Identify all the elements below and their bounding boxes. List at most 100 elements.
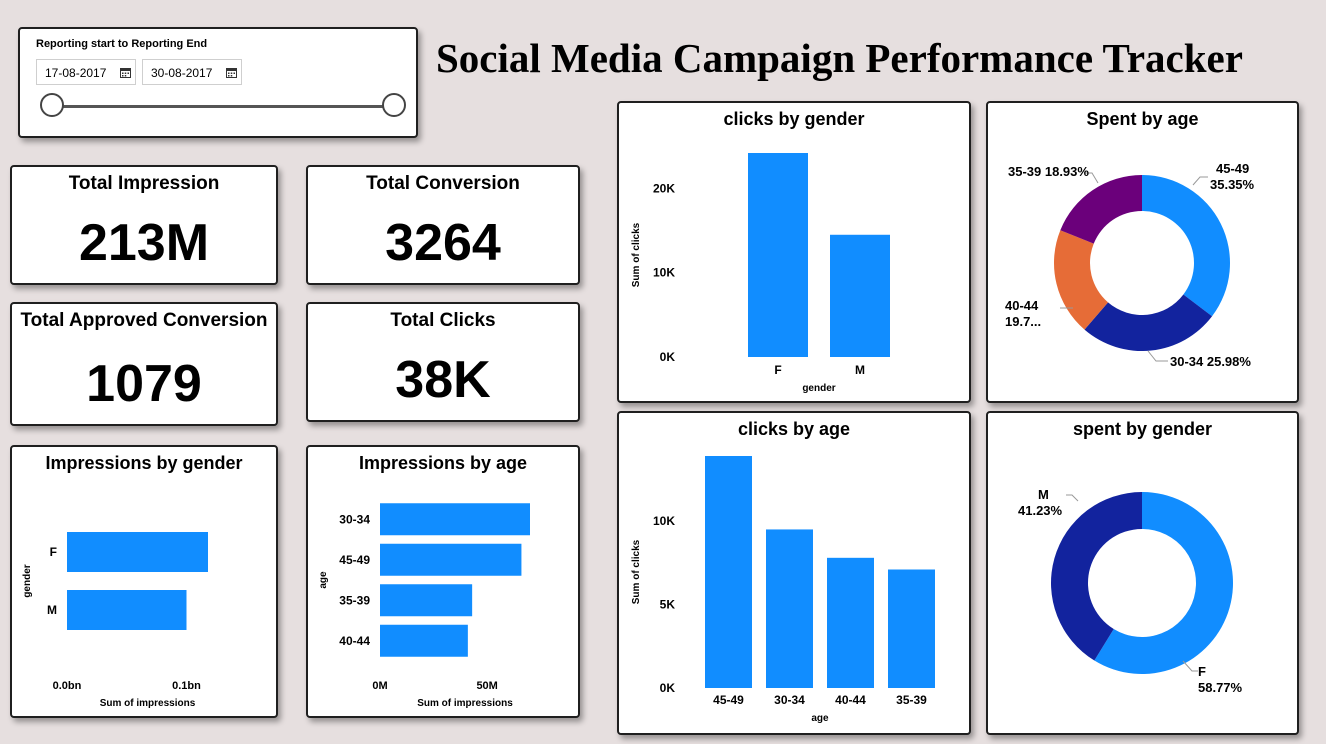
calendar-icon[interactable] xyxy=(226,67,237,78)
kpi-value: 1079 xyxy=(86,355,202,413)
y-axis-title: Sum of clicks xyxy=(631,222,642,287)
kpi-value: 3264 xyxy=(385,214,501,272)
slice-label-40-44: 40-44 19.7... xyxy=(1005,298,1041,329)
x-axis-title: Sum of impressions xyxy=(417,698,513,709)
slice-40-44 xyxy=(1054,230,1109,330)
x-axis-title: age xyxy=(811,713,829,724)
kpi-value: 213M xyxy=(78,214,210,272)
spent-by-age-card: Spent by age 45-49 35.35% 30-34 25.98% 40… xyxy=(986,101,1299,403)
clicks-by-age-chart: 45-49 30-34 40-44 35-39 0K 5K 10K age Sum of cli… xyxy=(631,456,935,724)
slider-start-handle[interactable] xyxy=(40,93,64,117)
slider-end-handle[interactable] xyxy=(382,93,406,117)
category-label: 35-39 xyxy=(339,593,370,607)
category-label: 35-39 xyxy=(896,693,927,707)
slice-35-39 xyxy=(1060,175,1142,244)
leader-line xyxy=(1084,172,1099,184)
bar-30-34 xyxy=(380,503,530,536)
bar-35-39 xyxy=(380,584,473,617)
tick-label: 50M xyxy=(476,680,497,692)
bar-f xyxy=(67,532,208,572)
category-label: 40-44 xyxy=(339,634,370,648)
impressions-by-age-chart: 30-34 45-49 35-39 40-44 0M 50M Sum of impressi… xyxy=(318,503,530,709)
clicks-by-gender-card: clicks by gender F M 0K 10K 20K gender Sum of … xyxy=(617,101,971,403)
leader-line xyxy=(1147,350,1168,362)
slice-label-35-39: 35-39 18.93% xyxy=(1008,164,1089,179)
impressions-by-age-card: Impressions by age 30-34 45-49 35-39 40-44 0… xyxy=(306,445,580,718)
kpi-total-approved-conversion: Total Approved Conversion 1079 xyxy=(10,302,278,426)
kpi-total-clicks: Total Clicks 38K xyxy=(306,302,580,422)
bar-30-34 xyxy=(766,529,813,688)
slice-m xyxy=(1051,492,1142,661)
chart-title: Spent by age xyxy=(1086,109,1199,129)
category-label: 45-49 xyxy=(339,553,370,567)
y-axis-title: gender xyxy=(22,564,33,597)
bar-f xyxy=(748,153,808,357)
kpi-total-conversion: Total Conversion 3264 xyxy=(306,165,580,285)
kpi-total-impression: Total Impression 213M xyxy=(10,165,278,285)
impressions-by-gender-chart: F M 0.0bn 0.1bn Sum of impressions gender xyxy=(22,532,208,709)
tick-label: 10K xyxy=(653,266,675,280)
calendar-icon[interactable] xyxy=(120,67,131,78)
kpi-label: Total Clicks xyxy=(390,310,496,331)
category-label: F xyxy=(50,545,57,559)
category-label: M xyxy=(47,603,57,617)
tick-label: 0.1bn xyxy=(172,680,201,692)
tick-label: 0K xyxy=(660,681,676,695)
slice-label-45-49: 45-49 35.35% xyxy=(1210,161,1255,192)
bar-45-49 xyxy=(705,456,752,688)
leader-line xyxy=(1066,494,1079,502)
spent-by-gender-card: spent by gender F 58.77% M 41.23% xyxy=(986,411,1299,735)
x-axis-title: gender xyxy=(802,383,835,394)
tick-label: 20K xyxy=(653,181,675,195)
chart-title: clicks by gender xyxy=(723,109,865,129)
chart-title: Impressions by gender xyxy=(45,453,243,473)
bar-m xyxy=(67,590,187,630)
bar-m xyxy=(830,234,890,357)
tick-label: 5K xyxy=(660,598,676,612)
chart-title: Impressions by age xyxy=(358,453,528,473)
slice-30-34 xyxy=(1084,294,1213,351)
date-slider-track[interactable] xyxy=(52,105,394,108)
kpi-label: Total Impression xyxy=(68,173,220,194)
category-label: 30-34 xyxy=(339,512,370,526)
spent-by-gender-chart: F 58.77% M 41.23% xyxy=(1018,487,1243,695)
category-label: 30-34 xyxy=(774,693,805,707)
spent-by-age-chart: 45-49 35.35% 30-34 25.98% 40-44 19.7... 35… xyxy=(1005,161,1255,369)
category-label: F xyxy=(774,363,781,377)
slice-label-30-34: 30-34 25.98% xyxy=(1170,354,1251,369)
slice-label-m: M 41.23% xyxy=(1018,487,1063,518)
category-label: 40-44 xyxy=(835,693,866,707)
start-date-value: 17-08-2017 xyxy=(45,66,107,80)
kpi-label: Total Approved Conversion xyxy=(20,310,268,331)
tick-label: 0M xyxy=(372,680,387,692)
bar-40-44 xyxy=(827,557,874,688)
impressions-by-gender-card: Impressions by gender F M 0.0bn 0.1bn Sum of… xyxy=(10,445,278,718)
y-axis-title: age xyxy=(318,571,329,589)
date-range-slicer: Reporting start to Reporting End 17-08-2… xyxy=(18,27,418,138)
tick-label: 10K xyxy=(653,514,675,528)
leader-line xyxy=(1192,176,1208,186)
end-date-value: 30-08-2017 xyxy=(151,66,213,80)
tick-label: 0.0bn xyxy=(53,680,82,692)
chart-title: clicks by age xyxy=(737,419,851,439)
bar-35-39 xyxy=(888,569,935,688)
leader-line xyxy=(1182,660,1198,672)
chart-title: spent by gender xyxy=(1072,419,1213,439)
bar-45-49 xyxy=(380,543,522,576)
kpi-value: 38K xyxy=(395,351,491,409)
category-label: 45-49 xyxy=(713,693,744,707)
category-label: M xyxy=(855,363,865,377)
slice-45-49 xyxy=(1142,175,1230,317)
x-axis-title: Sum of impressions xyxy=(100,698,196,709)
dashboard-title: Social Media Campaign Performance Tracke… xyxy=(436,35,1243,81)
clicks-by-age-card: clicks by age 45-49 30-34 40-44 35-39 0K 5K 10… xyxy=(617,411,971,735)
slicer-label: Reporting start to Reporting End xyxy=(36,38,208,50)
slice-f xyxy=(1094,492,1233,674)
kpi-label: Total Conversion xyxy=(366,173,520,194)
tick-label: 0K xyxy=(660,350,676,364)
slice-label-f: F 58.77% xyxy=(1198,664,1243,695)
start-date-field[interactable]: 17-08-2017 xyxy=(36,59,136,85)
bar-40-44 xyxy=(380,624,468,657)
end-date-field[interactable]: 30-08-2017 xyxy=(142,59,242,85)
y-axis-title: Sum of clicks xyxy=(631,539,642,604)
